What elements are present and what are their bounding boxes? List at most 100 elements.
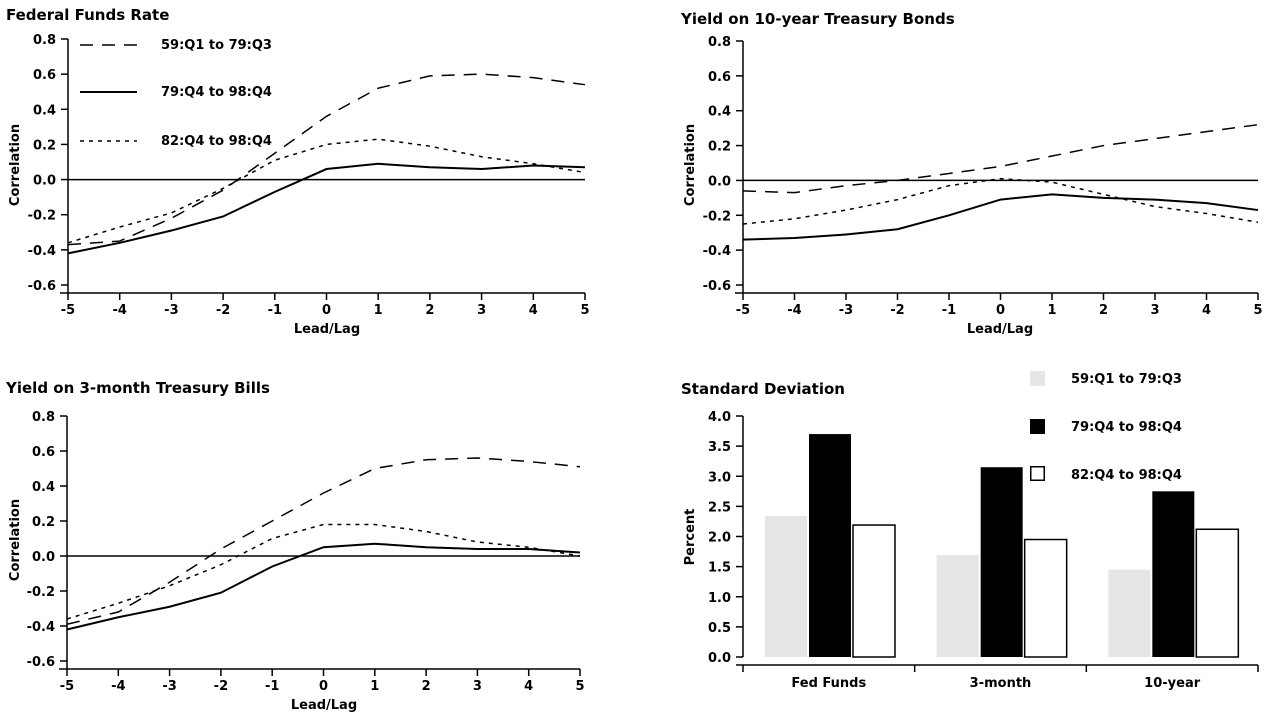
x-tick-label: -2	[216, 303, 230, 318]
panel-10-year-treasury-bonds: Yield on 10-year Treasury Bonds Correlat…	[680, 10, 1263, 337]
x-tick-label: -4	[112, 303, 126, 318]
y-tick-label: 0.6	[708, 70, 731, 85]
y-tick-label: 0.4	[32, 480, 55, 495]
x-tick-label: 1	[1047, 303, 1056, 318]
panel-federal-funds-rate: Federal Funds Rate Correlation Lead/Lag …	[6, 6, 590, 337]
chart-title: Yield on 3-month Treasury Bills	[5, 379, 270, 397]
series-line-solid	[742, 193, 1259, 241]
bar	[809, 434, 851, 657]
x-tick-label: -3	[164, 303, 178, 318]
x-tick-label: -5	[60, 679, 74, 694]
legend-label: 82:Q4 to 98:Q4	[161, 134, 272, 149]
y-axis-label: Correlation	[8, 499, 23, 581]
y-axis-label: Correlation	[683, 124, 698, 206]
y-tick-label: -0.4	[27, 620, 55, 635]
legend-label: 59:Q1 to 79:Q3	[161, 38, 272, 53]
panel-3-month-treasury-bills: Yield on 3-month Treasury Bills Correlat…	[5, 379, 585, 713]
y-axis-label: Percent	[683, 509, 698, 566]
series-line-solid	[66, 542, 581, 631]
series-line-long-dash	[66, 457, 581, 625]
y-tick-label: 0.2	[708, 140, 731, 155]
x-tick-label: 1	[370, 679, 379, 694]
plot-area: -0.6 -0.4 -0.2 0.0 0.2 0.4 0.6 0.8 -5 -4 -3 -2 -1 0 1 2…	[703, 35, 1263, 318]
x-tick-label: 5	[575, 679, 584, 694]
bar	[936, 555, 979, 657]
x-tick-label: 2	[425, 303, 434, 318]
x-tick-label: 4	[529, 303, 538, 318]
x-tick-label: 0	[996, 303, 1005, 318]
y-tick-label: 1.0	[708, 591, 731, 606]
y-tick-label: 0.6	[32, 445, 55, 460]
x-tick-label: 5	[1253, 303, 1262, 318]
x-axis-label: Lead/Lag	[294, 322, 360, 337]
y-tick-label: 0.5	[708, 621, 731, 636]
y-tick-label: -0.4	[703, 244, 731, 259]
y-tick-label: 0.2	[32, 515, 55, 530]
x-tick-label: 3	[473, 679, 482, 694]
x-tick-label: 3	[477, 303, 486, 318]
bar	[852, 524, 896, 658]
x-tick-label: 3	[1150, 303, 1159, 318]
y-tick-label: 0.0	[708, 174, 731, 189]
bar	[1195, 528, 1240, 658]
category-label: 10-year	[1144, 676, 1201, 691]
y-tick-label: 0.8	[32, 410, 55, 425]
x-tick-label: -4	[111, 679, 125, 694]
plot-area: -0.6 -0.4 -0.2 0.0 0.2 0.4 0.6 0.8 -5 -4 -3 -2 -1 0 1 2…	[27, 410, 585, 694]
x-tick-label: -1	[268, 303, 282, 318]
y-axis-label: Correlation	[8, 124, 23, 206]
y-tick-label: 0.4	[33, 103, 56, 118]
y-tick-label: 0.8	[708, 35, 731, 50]
legend-label: 79:Q4 to 98:Q4	[1071, 420, 1182, 435]
chart-title: Yield on 10-year Treasury Bonds	[680, 10, 955, 28]
x-tick-label: -2	[890, 303, 904, 318]
x-tick-label: -1	[942, 303, 956, 318]
y-tick-label: 3.5	[708, 440, 731, 455]
x-tick-label: 4	[524, 679, 533, 694]
series-line-short-dash	[67, 138, 586, 244]
y-tick-label: 0.2	[33, 138, 56, 153]
legend: 59:Q1 to 79:Q3 79:Q4 to 98:Q4 82:Q4 to 9…	[1030, 371, 1182, 483]
x-tick-label: 5	[580, 303, 589, 318]
y-tick-label: -0.6	[703, 279, 731, 294]
bar	[765, 516, 807, 657]
legend-label: 79:Q4 to 98:Q4	[161, 85, 272, 100]
x-tick-label: 0	[319, 679, 328, 694]
y-tick-label: 0.0	[33, 174, 56, 189]
x-tick-label: -3	[839, 303, 853, 318]
y-tick-label: 0.6	[33, 68, 56, 83]
y-tick-label: 0.0	[32, 550, 55, 565]
legend-swatch-light-gray	[1030, 371, 1045, 386]
y-tick-label: 3.0	[708, 470, 731, 485]
y-tick-label: 4.0	[708, 410, 731, 425]
bar	[980, 467, 1023, 657]
x-tick-label: -2	[214, 679, 228, 694]
x-tick-label: -1	[265, 679, 279, 694]
x-tick-label: 0	[322, 303, 331, 318]
legend-swatch-black	[1030, 419, 1045, 434]
x-axis-label: Lead/Lag	[291, 698, 357, 713]
x-tick-label: -4	[787, 303, 801, 318]
chart-title: Federal Funds Rate	[6, 6, 169, 24]
series-line-long-dash	[67, 73, 586, 246]
plot-area: 0.0 0.5 1.0 1.5 2.0 2.5 3.0 3.5 4.0 Fed Funds 3-mo…	[708, 410, 1259, 691]
y-tick-label: 1.5	[708, 561, 731, 576]
y-tick-label: -0.2	[27, 585, 55, 600]
y-tick-label: 0.4	[708, 105, 731, 120]
x-tick-label: 2	[1099, 303, 1108, 318]
y-tick-label: -0.2	[28, 209, 56, 224]
chart-title: Standard Deviation	[681, 380, 845, 398]
legend-label: 82:Q4 to 98:Q4	[1071, 468, 1182, 483]
y-tick-label: 2.5	[708, 500, 731, 515]
y-tick-label: 2.0	[708, 531, 731, 546]
category-label: Fed Funds	[791, 676, 866, 691]
y-tick-label: -0.6	[27, 655, 55, 670]
bar	[1152, 491, 1195, 657]
x-tick-label: -5	[736, 303, 750, 318]
series-line-short-dash	[66, 523, 581, 620]
x-tick-label: 4	[1202, 303, 1211, 318]
x-tick-label: 1	[374, 303, 383, 318]
plot-area: -0.6 -0.4 -0.2 0.0 0.2 0.4 0.6 0.8 -5 -4 -3 -2 -1 0 1 2…	[28, 33, 590, 318]
x-tick-label: -3	[162, 679, 176, 694]
y-tick-label: 0.0	[708, 651, 731, 666]
